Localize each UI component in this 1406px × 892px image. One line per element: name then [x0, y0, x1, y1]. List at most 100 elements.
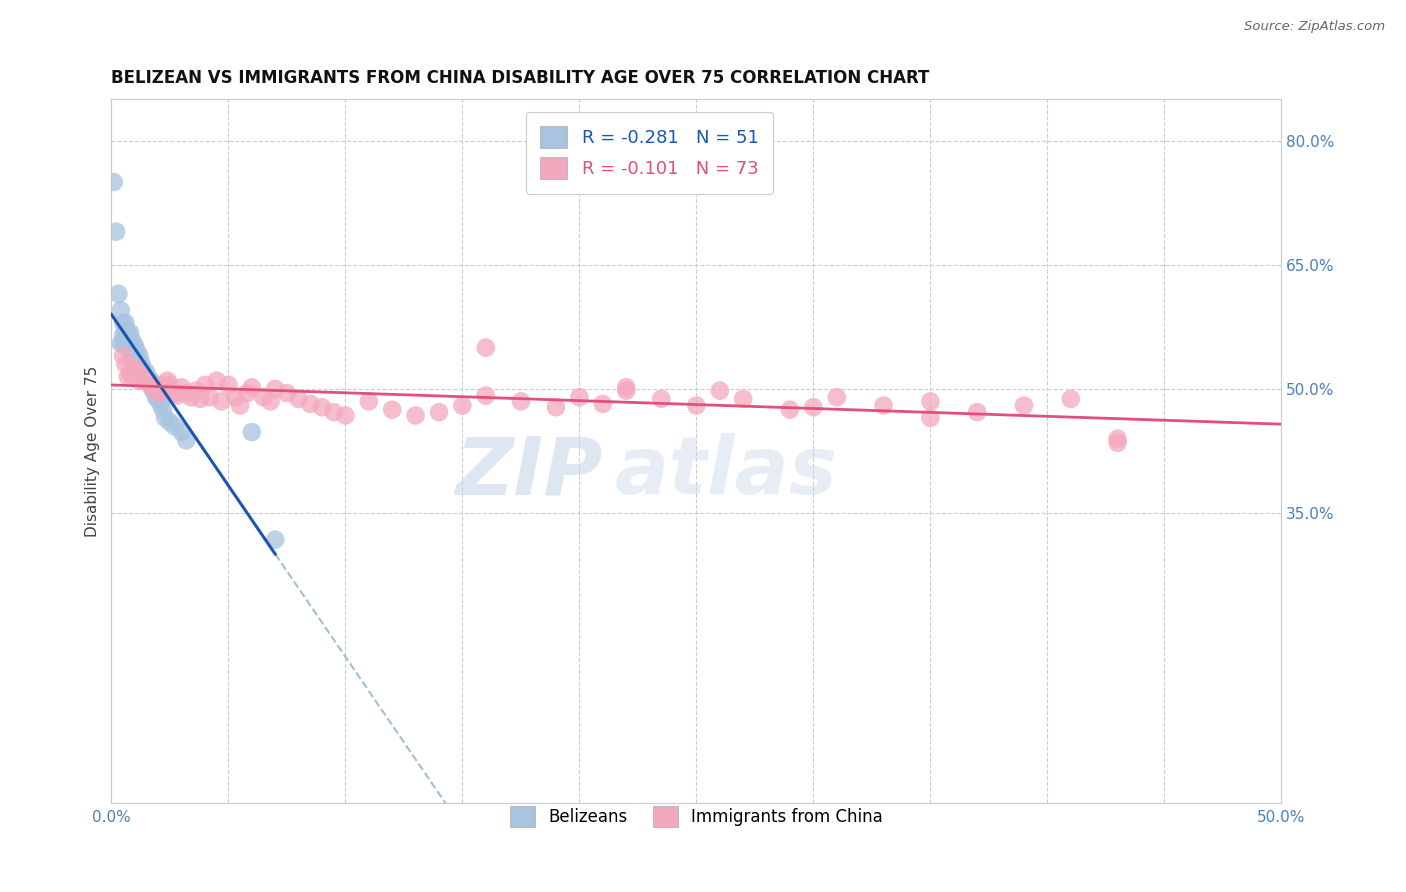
Point [1107, 435, 1129, 450]
Point [966, 405, 988, 419]
Point [105, 225, 128, 239]
Point [121, 351, 143, 365]
Point [120, 326, 142, 340]
Point [451, 399, 474, 413]
Point [544, 400, 567, 414]
Point [194, 377, 217, 392]
Point [180, 390, 202, 404]
Point [209, 394, 232, 409]
Point [803, 400, 825, 414]
Point [117, 369, 139, 384]
Point [145, 390, 167, 404]
Point [110, 303, 132, 318]
Point [134, 366, 156, 380]
Point [120, 343, 142, 357]
Point [112, 349, 135, 363]
Y-axis label: Disability Age Over 75: Disability Age Over 75 [86, 366, 100, 537]
Point [112, 336, 135, 351]
Point [128, 349, 150, 363]
Point [117, 341, 139, 355]
Point [134, 374, 156, 388]
Point [259, 394, 281, 409]
Point [135, 366, 157, 380]
Point [124, 351, 146, 365]
Point [124, 339, 146, 353]
Point [148, 386, 170, 401]
Point [149, 397, 172, 411]
Point [709, 384, 731, 398]
Point [107, 286, 129, 301]
Point [174, 434, 197, 448]
Point [127, 359, 149, 373]
Point [152, 377, 174, 392]
Point [174, 386, 197, 401]
Point [112, 316, 135, 330]
Point [135, 372, 157, 386]
Point [131, 369, 153, 384]
Point [131, 357, 153, 371]
Point [114, 324, 136, 338]
Point [103, 175, 125, 189]
Point [128, 357, 150, 371]
Point [779, 402, 801, 417]
Point [121, 343, 143, 357]
Point [141, 380, 163, 394]
Point [475, 388, 498, 402]
Point [159, 377, 181, 392]
Point [124, 357, 146, 371]
Point [685, 399, 707, 413]
Point [217, 377, 239, 392]
Point [198, 390, 221, 404]
Point [131, 364, 153, 378]
Point [131, 369, 153, 384]
Point [276, 386, 298, 401]
Point [142, 380, 165, 394]
Point [112, 328, 135, 343]
Point [240, 380, 263, 394]
Point [1060, 392, 1083, 406]
Point [592, 397, 614, 411]
Text: atlas: atlas [614, 434, 837, 511]
Point [124, 344, 146, 359]
Point [568, 390, 591, 404]
Point [121, 334, 143, 348]
Text: ZIP: ZIP [456, 434, 603, 511]
Point [138, 374, 160, 388]
Point [155, 411, 177, 425]
Point [142, 384, 165, 398]
Point [357, 394, 380, 409]
Point [163, 386, 186, 401]
Point [614, 384, 637, 398]
Point [920, 411, 942, 425]
Point [614, 380, 637, 394]
Point [427, 405, 450, 419]
Point [148, 392, 170, 406]
Point [229, 399, 252, 413]
Point [159, 415, 181, 429]
Point [170, 425, 193, 439]
Point [135, 372, 157, 386]
Point [145, 384, 167, 398]
Point [1107, 432, 1129, 446]
Point [650, 392, 672, 406]
Point [138, 376, 160, 390]
Point [114, 357, 136, 371]
Point [299, 397, 322, 411]
Point [264, 382, 287, 396]
Point [141, 374, 163, 388]
Point [322, 405, 344, 419]
Point [127, 353, 149, 368]
Point [252, 390, 274, 404]
Point [170, 380, 193, 394]
Point [128, 374, 150, 388]
Point [405, 409, 427, 423]
Point [311, 400, 333, 414]
Point [120, 334, 142, 348]
Point [381, 402, 404, 417]
Point [188, 392, 211, 406]
Text: Source: ZipAtlas.com: Source: ZipAtlas.com [1244, 20, 1385, 33]
Point [114, 332, 136, 346]
Point [287, 392, 309, 406]
Legend: Belizeans, Immigrants from China: Belizeans, Immigrants from China [503, 799, 890, 833]
Point [117, 332, 139, 346]
